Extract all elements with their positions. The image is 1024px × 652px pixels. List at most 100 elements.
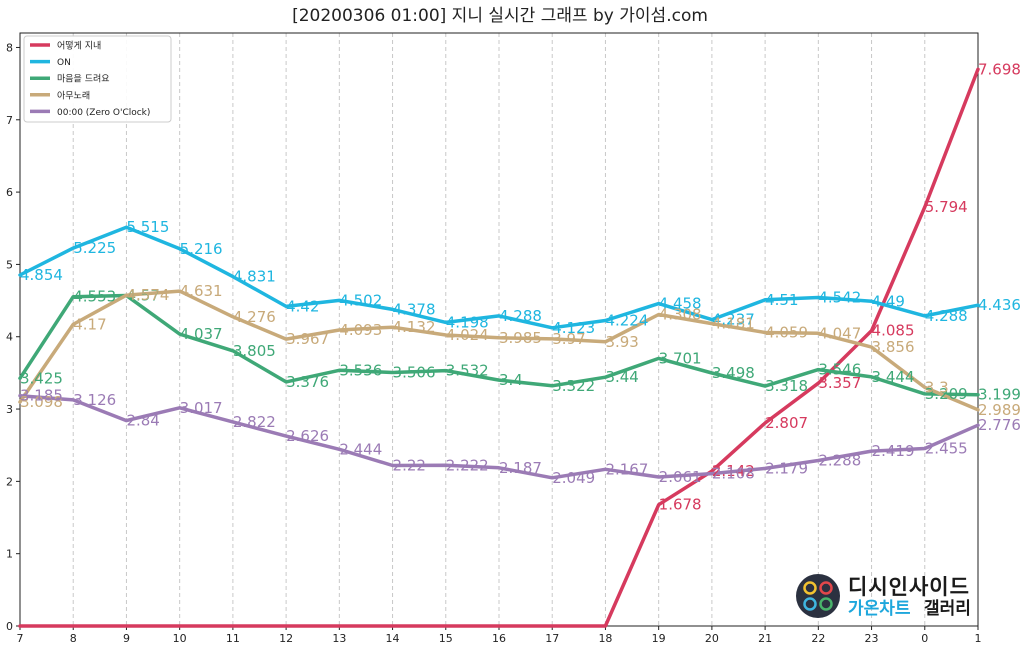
data-label: 4.288 — [499, 307, 542, 325]
data-label: 3.318 — [765, 377, 808, 395]
data-label: 3.017 — [180, 399, 223, 417]
data-label: 4.276 — [233, 308, 276, 326]
data-label: 4.132 — [393, 318, 436, 336]
data-label: 3.199 — [978, 386, 1021, 404]
data-label: 2.288 — [818, 452, 861, 470]
data-label: 4.378 — [393, 300, 436, 318]
x-tick-label: 17 — [545, 632, 559, 645]
watermark-row2b: 갤러리 — [924, 599, 971, 619]
data-label: 3.098 — [20, 393, 63, 411]
data-label: 3.3 — [925, 378, 949, 396]
y-tick-label: 6 — [6, 186, 13, 199]
x-tick-label: 12 — [279, 632, 293, 645]
data-label: 4.198 — [446, 313, 489, 331]
x-tick-label: 16 — [492, 632, 506, 645]
data-label: 3.185 — [20, 387, 63, 405]
data-label: 5.216 — [180, 240, 223, 258]
data-label: 3.444 — [872, 368, 915, 386]
data-label: 4.123 — [552, 319, 595, 337]
data-label: 2.061 — [659, 468, 702, 486]
y-tick-label: 1 — [6, 548, 13, 561]
data-label: 3.856 — [872, 338, 915, 356]
data-label: 2.989 — [978, 401, 1021, 419]
data-label: 4.093 — [339, 321, 382, 339]
data-label: 2.22 — [393, 456, 426, 474]
data-label: 5.794 — [925, 198, 968, 216]
data-label: 2.444 — [339, 440, 382, 458]
x-tick-label: 1 — [975, 632, 982, 645]
series-line — [18, 293, 980, 397]
data-label: 4.288 — [925, 307, 968, 325]
data-label: 2.84 — [126, 412, 159, 430]
data-label: 3.126 — [73, 391, 116, 409]
data-label: 4.631 — [180, 282, 223, 300]
legend-entry: 마음을 드려요 — [57, 74, 110, 85]
data-label: 3.4 — [499, 371, 523, 389]
data-label: 2.142 — [712, 462, 755, 480]
data-label: 4.059 — [765, 323, 808, 341]
data-label: 3.425 — [20, 369, 63, 387]
data-label: 3.701 — [659, 349, 702, 367]
data-label: 4.024 — [446, 326, 489, 344]
data-label: 7.698 — [978, 60, 1021, 78]
y-tick-label: 3 — [6, 403, 13, 416]
data-label: 5.225 — [73, 239, 116, 257]
series-line — [18, 393, 980, 480]
data-label: 2.626 — [286, 427, 329, 445]
legend-box — [23, 35, 172, 123]
data-label: 3.532 — [446, 362, 489, 380]
data-label: 4.436 — [978, 296, 1021, 314]
data-label: 4.181 — [712, 315, 755, 333]
series-lines — [18, 67, 980, 628]
data-label: 4.542 — [818, 289, 861, 307]
legend-entry: 아무노래 — [57, 90, 90, 101]
data-label: 3.93 — [605, 333, 638, 351]
series-line — [18, 67, 980, 628]
data-label: 2.187 — [499, 459, 542, 477]
data-label: 4.085 — [872, 322, 915, 340]
y-tick-label: 7 — [6, 114, 13, 127]
data-label: 4.502 — [339, 291, 382, 309]
data-label: 3.498 — [712, 364, 755, 382]
data-label: 4.49 — [872, 292, 905, 310]
data-label: 3.546 — [818, 361, 861, 379]
data-label: 3.322 — [552, 377, 595, 395]
legend-entry: 어떻게 지내 — [57, 41, 101, 52]
data-label: 1.678 — [659, 496, 702, 514]
data-label: 2.455 — [925, 439, 968, 457]
x-tick-label: 0 — [921, 632, 928, 645]
y-axis: 0 1 2 3 4 5 6 7 8 — [6, 41, 20, 633]
legend-entry: 00:00 (Zero O'Clock) — [57, 108, 150, 118]
data-label: 4.308 — [659, 305, 702, 323]
y-tick-label: 5 — [6, 258, 13, 271]
gaon-logo-icon — [796, 574, 840, 618]
x-tick-label: 11 — [226, 632, 240, 645]
data-label: 3.506 — [393, 363, 436, 381]
data-label: 3.209 — [925, 385, 968, 403]
data-label: 2.049 — [552, 469, 595, 487]
data-label: 4.553 — [73, 288, 116, 306]
legend-entry: ON — [57, 58, 71, 68]
data-label: 4.57 — [126, 287, 159, 305]
x-tick-label: 15 — [439, 632, 453, 645]
data-label: 3.985 — [499, 329, 542, 347]
data-label: 4.574 — [126, 286, 169, 304]
data-label: 4.42 — [286, 297, 319, 315]
data-label: 2.776 — [978, 416, 1021, 434]
chart-title: [20200306 01:00] 지니 실시간 그래프 by 가이섬.com — [292, 6, 708, 26]
x-tick-label: 18 — [598, 632, 612, 645]
grid-lines — [72, 33, 926, 626]
x-tick-label: 20 — [705, 632, 719, 645]
watermark-row2a: 가온차트 — [848, 599, 911, 619]
data-label: 4.51 — [765, 291, 798, 309]
data-label: 3.97 — [552, 330, 585, 348]
x-tick-label: 22 — [811, 632, 825, 645]
x-tick-label: 23 — [865, 632, 879, 645]
data-labels: 1.678 2.142 2.807 3.357 4.085 5.794 7.698 4.854… — [20, 60, 1021, 513]
x-tick-label: 7 — [17, 632, 24, 645]
x-tick-label: 14 — [386, 632, 400, 645]
series-line — [18, 289, 980, 412]
data-label: 3.536 — [339, 361, 382, 379]
